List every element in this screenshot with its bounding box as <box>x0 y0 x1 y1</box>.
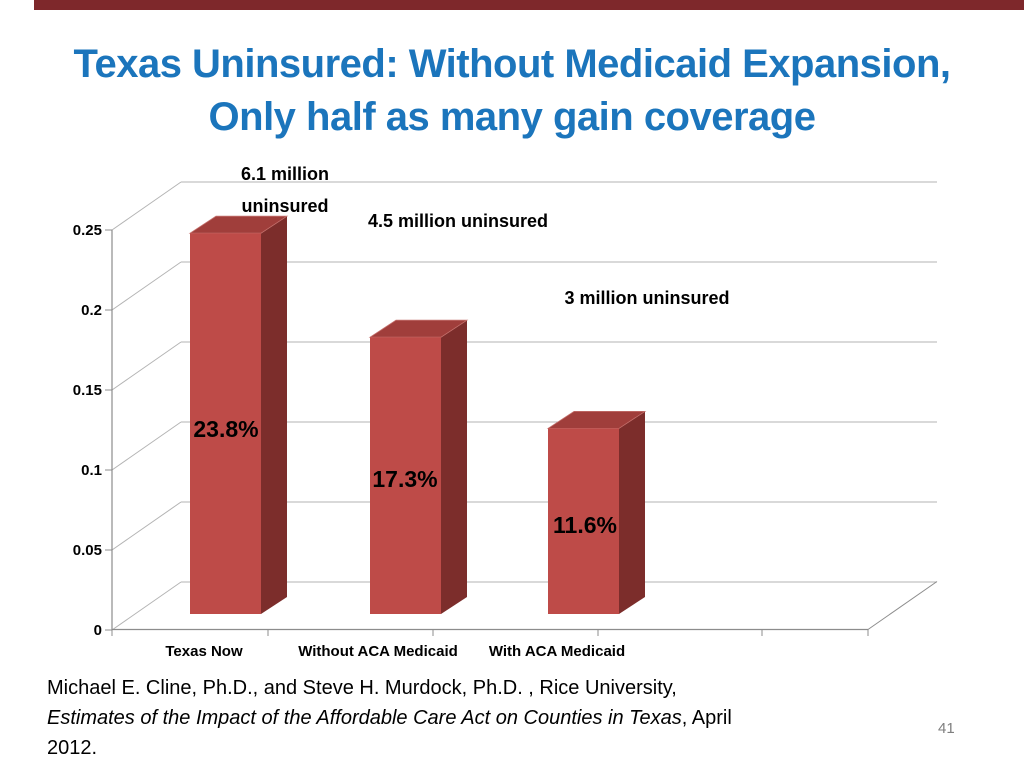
bar-side-1 <box>441 320 467 614</box>
footer-line-2: Estimates of the Impact of the Affordabl… <box>47 703 907 733</box>
gridline-diagonal <box>111 261 182 311</box>
floor-right-edge <box>867 581 938 630</box>
ytick-label-1: 0.2 <box>81 302 102 319</box>
ytick-label-3: 0.1 <box>81 462 102 479</box>
bar-side-0 <box>261 216 287 614</box>
footer-line-2-rest: , April <box>681 707 732 729</box>
title-line-2: Only half as many gain coverage <box>208 95 816 139</box>
bar-value-label-2: 11.6% <box>553 512 617 538</box>
gridline-diagonal <box>111 501 182 551</box>
footer-line-3: 2012. <box>47 737 98 759</box>
bar-value-label-1: 17.3% <box>372 466 437 492</box>
bar-front-1 <box>370 337 441 614</box>
bar-side-2 <box>619 411 645 614</box>
gridline-diagonal <box>111 341 182 391</box>
ytick-label-0: 0.25 <box>73 222 102 239</box>
gridline-diagonal <box>111 181 182 231</box>
annotation-3-million: 3 million uninsured <box>564 288 729 308</box>
ytick-label-5: 0 <box>94 622 102 639</box>
bar-front-2 <box>548 428 619 614</box>
slide-title: Texas Uninsured: Without Medicaid Expans… <box>20 38 1004 144</box>
axes <box>111 230 938 636</box>
annotation-6-1-million-line1: 6.1 million <box>241 164 329 184</box>
gridline-diagonal <box>111 581 182 631</box>
top-accent-bar <box>34 0 1024 10</box>
bars <box>188 215 647 614</box>
annotation-6-1-million-line2: uninsured <box>241 196 328 216</box>
footer-citation: Michael E. Cline, Ph.D., and Steve H. Mu… <box>47 673 907 763</box>
annotation-4-5-million: 4.5 million uninsured <box>368 211 548 231</box>
page-number: 41 <box>938 720 955 737</box>
footer-line-1: Michael E. Cline, Ph.D., and Steve H. Mu… <box>47 677 677 699</box>
bar-value-label-0: 23.8% <box>193 416 258 442</box>
title-line-1: Texas Uninsured: Without Medicaid Expans… <box>73 42 951 86</box>
gridline-diagonal <box>111 421 182 471</box>
ytick-label-4: 0.05 <box>73 542 102 559</box>
footer-line-2-italic: Estimates of the Impact of the Affordabl… <box>47 707 682 729</box>
bar-front-0 <box>190 233 261 614</box>
ytick-label-2: 0.15 <box>73 382 102 399</box>
category-label-with-aca: With ACA Medicaid <box>489 643 625 660</box>
category-label-texas-now: Texas Now <box>165 643 243 660</box>
category-label-without-aca: Without ACA Medicaid <box>298 643 458 660</box>
